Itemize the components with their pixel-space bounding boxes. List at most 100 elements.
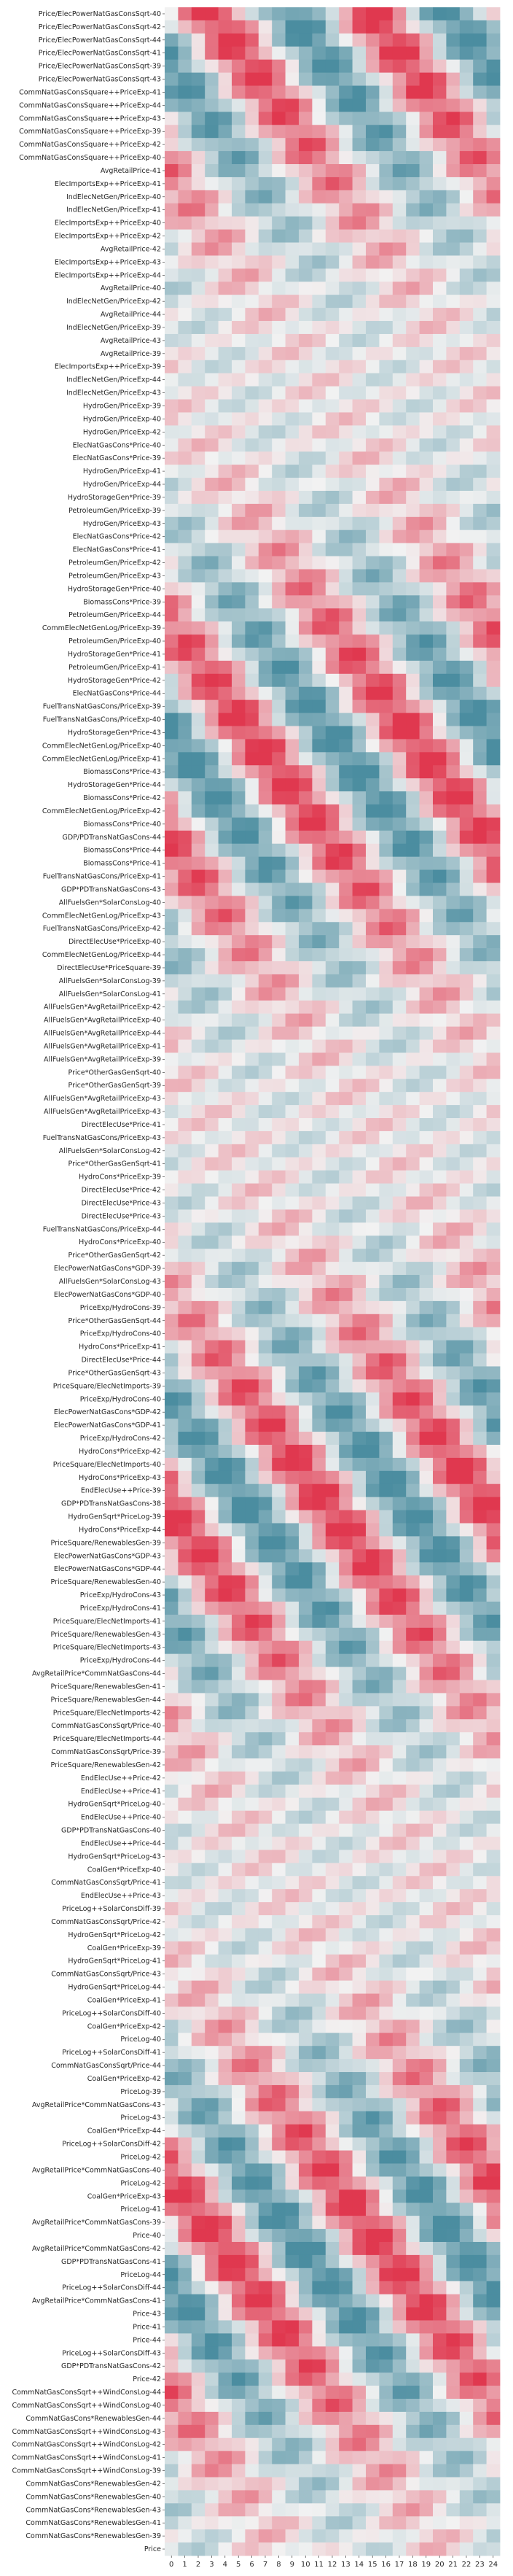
heatmap-cell: [486, 739, 501, 753]
heatmap-cell: [352, 2516, 367, 2530]
heatmap-cell: [258, 503, 273, 518]
heatmap-cell: [165, 2072, 179, 2086]
heatmap-cell: [218, 2542, 232, 2556]
heatmap-cell: [191, 1457, 205, 1472]
heatmap-cell: [459, 1601, 474, 1615]
heatmap-cell: [285, 478, 299, 492]
heatmap-cell: [433, 843, 447, 858]
heatmap-cell: [258, 935, 273, 949]
heatmap-cell: [312, 1340, 326, 1354]
heatmap-cell: [339, 1340, 353, 1354]
heatmap-cell: [339, 1797, 353, 1812]
heatmap-cell: [165, 1327, 179, 1341]
heatmap-cell: [232, 1771, 246, 1785]
heatmap-cell: [272, 595, 286, 609]
heatmap-cell: [205, 1876, 219, 1890]
heatmap-cell: [473, 412, 487, 426]
heatmap-cell: [366, 1850, 380, 1863]
heatmap-cell: [325, 1353, 340, 1367]
heatmap-cell: [352, 1196, 367, 1210]
heatmap-cell: [366, 2359, 380, 2373]
heatmap-cell: [165, 1314, 179, 1328]
heatmap-cell: [312, 660, 326, 675]
heatmap-cell: [165, 1967, 179, 1982]
heatmap-cell: [379, 1784, 393, 1799]
heatmap-cell: [312, 556, 326, 570]
y-tick-label: PetroleumGen/PriceExp-44: [68, 611, 161, 619]
heatmap-cell: [392, 1353, 407, 1367]
heatmap-cell: [459, 1000, 474, 1015]
heatmap-cell: [191, 2111, 205, 2125]
heatmap-cell: [312, 1130, 326, 1145]
heatmap-cell: [473, 830, 487, 845]
heatmap-cell: [205, 2398, 219, 2413]
heatmap-cell: [232, 1262, 246, 1276]
heatmap-cell: [379, 2437, 393, 2452]
heatmap-cell: [178, 268, 192, 282]
heatmap-cell: [446, 2241, 461, 2256]
heatmap-cell: [245, 2529, 259, 2543]
heatmap-cell: [272, 125, 286, 139]
heatmap-cell: [299, 896, 313, 909]
heatmap-cell: [379, 1680, 393, 1694]
heatmap-cell: [473, 1889, 487, 1903]
heatmap-cell: [379, 1967, 393, 1982]
heatmap-cell: [379, 438, 393, 452]
heatmap-cell: [433, 438, 447, 452]
heatmap-cell: [272, 817, 286, 831]
heatmap-cell: [205, 1118, 219, 1132]
heatmap-cell: [232, 1967, 246, 1982]
heatmap-cell: [272, 98, 286, 112]
heatmap-cell: [178, 1941, 192, 1955]
heatmap-cell: [218, 98, 232, 112]
heatmap-cell: [446, 2373, 461, 2386]
heatmap-cell: [285, 1523, 299, 1537]
heatmap-cell: [245, 203, 259, 217]
heatmap-cell: [459, 1353, 474, 1367]
heatmap-cell: [325, 1745, 340, 1759]
heatmap-cell: [205, 843, 219, 858]
heatmap-cell: [272, 791, 286, 805]
heatmap-cell: [366, 1497, 380, 1510]
heatmap-cell: [178, 2424, 192, 2439]
heatmap-cell: [433, 1575, 447, 1589]
heatmap-cell: [339, 961, 353, 975]
heatmap-cell: [459, 490, 474, 505]
heatmap-cell: [325, 138, 340, 152]
heatmap-cell: [486, 112, 501, 125]
heatmap-cell: [272, 752, 286, 766]
heatmap-cell: [339, 20, 353, 34]
heatmap-cell: [285, 778, 299, 792]
heatmap-cell: [459, 2084, 474, 2099]
heatmap-cell: [379, 1758, 393, 1772]
heatmap-cell: [232, 1562, 246, 1576]
y-tick-label: ElecImportsExp++PriceExp-42: [55, 233, 161, 241]
heatmap-cell: [352, 2150, 367, 2164]
heatmap-cell: [325, 216, 340, 230]
heatmap-cell: [433, 1640, 447, 1655]
heatmap-cell: [486, 2477, 501, 2491]
heatmap-cell: [285, 1262, 299, 1276]
heatmap-cell: [178, 1353, 192, 1367]
heatmap-cell: [366, 1549, 380, 1563]
heatmap-cell: [232, 216, 246, 230]
heatmap-cell: [178, 1497, 192, 1510]
heatmap-cell: [339, 2189, 353, 2203]
heatmap-cell: [352, 543, 367, 556]
heatmap-cell: [191, 7, 205, 21]
heatmap-cell: [312, 2020, 326, 2033]
heatmap-cell: [258, 1614, 273, 1629]
heatmap-cell: [366, 765, 380, 779]
heatmap-cell: [459, 608, 474, 622]
heatmap-cell: [312, 1235, 326, 1249]
heatmap-cell: [446, 1549, 461, 1563]
heatmap-cell: [218, 2163, 232, 2177]
heatmap-cell: [486, 2386, 501, 2400]
heatmap-cell: [205, 2516, 219, 2530]
heatmap-cell: [486, 1419, 501, 1432]
heatmap-cell: [406, 621, 420, 635]
heatmap-cell: [339, 399, 353, 413]
y-tick-label: CommNatGasConsSquare++PriceExp-43: [19, 115, 161, 123]
heatmap-cell: [339, 1863, 353, 1877]
heatmap-cell: [406, 346, 420, 361]
